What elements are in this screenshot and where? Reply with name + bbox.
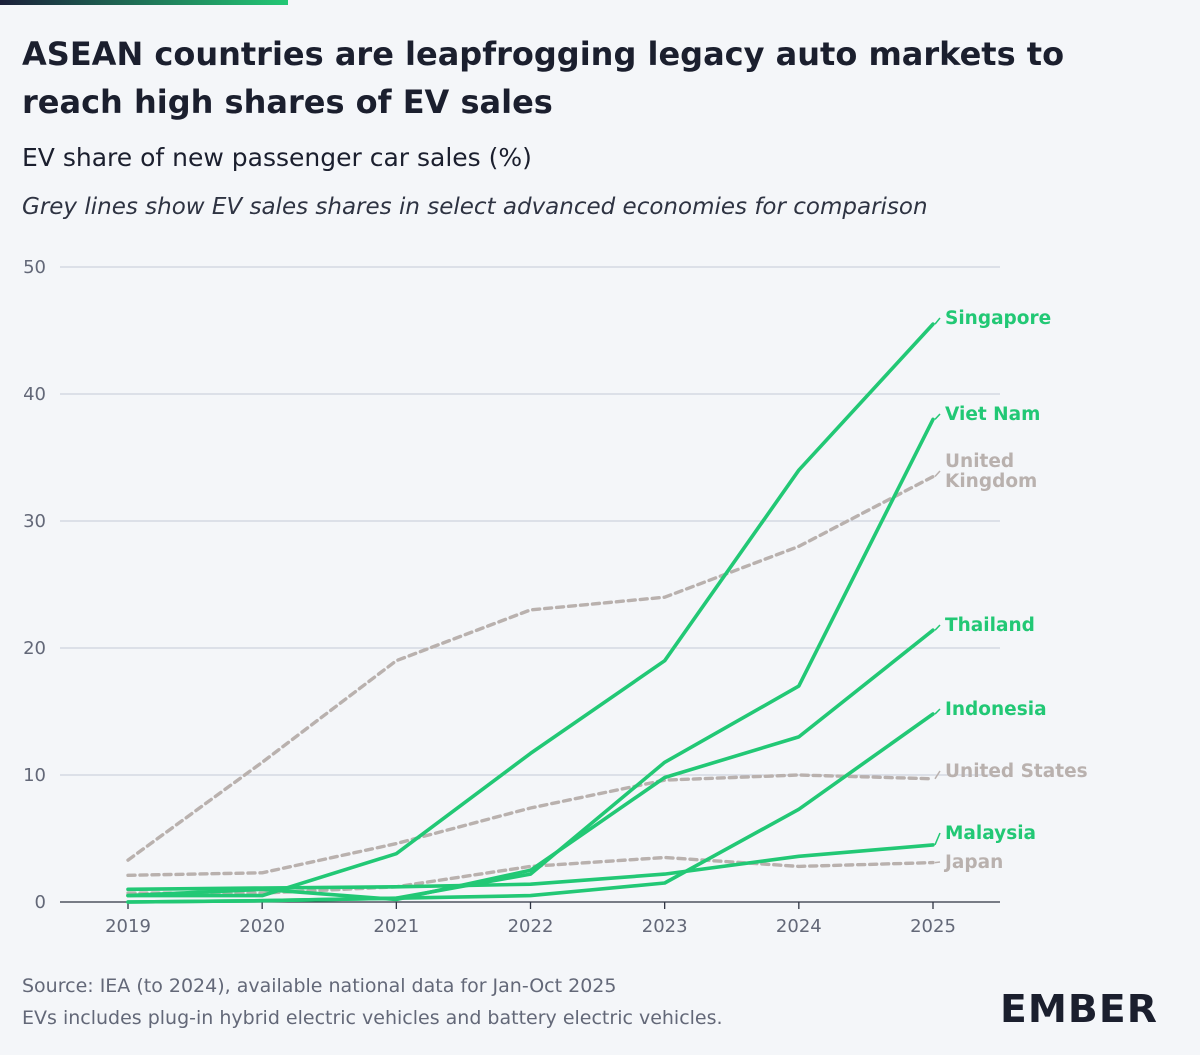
series-line-viet-nam <box>126 417 935 904</box>
x-tick-label-2025: 2025 <box>910 916 956 937</box>
series-line-thailand <box>126 628 935 902</box>
x-tick-label-2020: 2020 <box>239 916 285 937</box>
chart-subtitle: EV share of new passenger car sales (%) <box>22 143 532 172</box>
series-line-united-states <box>126 773 935 877</box>
series-label-united-kingdom: Kingdom <box>945 471 1037 492</box>
series-label-indonesia: Indonesia <box>945 699 1047 720</box>
y-tick-label-10: 10 <box>23 765 46 786</box>
series-label-united-states: United States <box>945 761 1088 782</box>
ember-logo: EMBER <box>1000 987 1158 1026</box>
series-label-singapore: Singapore <box>945 308 1051 329</box>
label-connector-japan <box>934 861 941 864</box>
y-tick-label-20: 20 <box>23 638 46 659</box>
series-label-japan: Japan <box>943 852 1003 873</box>
series-line-japan <box>126 855 935 895</box>
y-tick-label-40: 40 <box>23 384 46 405</box>
label-connector-viet-nam <box>934 413 941 420</box>
y-tick-label-0: 0 <box>35 892 46 913</box>
x-tick-label-2021: 2021 <box>373 916 419 937</box>
label-connector-singapore <box>934 317 941 325</box>
x-tick-label-2023: 2023 <box>642 916 688 937</box>
series-line-indonesia <box>126 712 935 904</box>
series-label-malaysia: Malaysia <box>945 823 1036 844</box>
series-line-united-kingdom <box>126 474 935 862</box>
x-tick-label-2024: 2024 <box>776 916 822 937</box>
series-label-viet-nam: Viet Nam <box>945 404 1040 425</box>
definition-text: EVs includes plug-in hybrid electric veh… <box>22 1007 723 1029</box>
top-accent-bar <box>0 0 288 5</box>
series-label-thailand: Thailand <box>945 615 1035 636</box>
series-line-singapore <box>126 322 935 898</box>
series-label-united-kingdom: United <box>945 451 1014 472</box>
y-tick-label-50: 50 <box>23 257 46 278</box>
x-tick-label-2019: 2019 <box>105 916 151 937</box>
series-line-malaysia <box>126 843 935 892</box>
chart-note: Grey lines show EV sales shares in selec… <box>22 194 928 220</box>
x-tick-label-2022: 2022 <box>508 916 554 937</box>
y-tick-label-30: 30 <box>23 511 46 532</box>
label-connector-malaysia <box>934 832 941 846</box>
chart-title: ASEAN countries are leapfrogging legacy … <box>22 35 1065 121</box>
label-connector-thailand <box>934 624 941 631</box>
label-connector-united-kingdom <box>934 470 941 478</box>
line-chart: 0 10 20 30 40 50 2019 2020 2021 2022 2023 2024 2025 U… <box>23 257 1088 937</box>
label-connector-indonesia <box>934 708 941 715</box>
source-text: Source: IEA (to 2024), available nationa… <box>22 975 617 997</box>
ember-logo-text: EMBER <box>1000 987 1158 1026</box>
label-connector-united-states <box>934 770 941 780</box>
source-notes: Source: IEA (to 2024), available nationa… <box>22 970 723 1034</box>
